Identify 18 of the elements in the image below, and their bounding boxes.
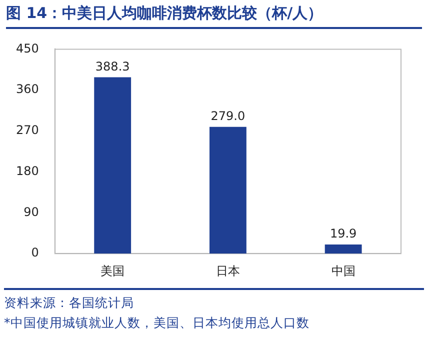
x-tick-label: 中国 [331, 264, 356, 278]
bar [209, 126, 246, 254]
data-label: 19.9 [330, 226, 357, 241]
x-tick-label: 日本 [216, 264, 240, 278]
y-tick-label: 270 [16, 123, 39, 138]
bar [324, 244, 362, 254]
data-label: 388.3 [95, 59, 130, 74]
text: *中国使用城镇就业人数，美国、日本均使用总人口数 [4, 314, 310, 332]
y-tick-label: 90 [24, 204, 39, 219]
y-tick-label: 360 [16, 82, 39, 96]
chart-title: 图 14：中美日人均咖啡消费杯数比较（杯/人） [6, 4, 422, 29]
y-tick-label: 180 [16, 164, 39, 178]
text: 资料来源：各国统计局 [4, 294, 135, 312]
data-label: 279.0 [210, 108, 246, 123]
y-tick-label: 450 [16, 41, 39, 56]
x-tick-label: 美国 [100, 264, 125, 278]
bar [94, 77, 132, 254]
y-tick-label: 0 [31, 246, 39, 260]
